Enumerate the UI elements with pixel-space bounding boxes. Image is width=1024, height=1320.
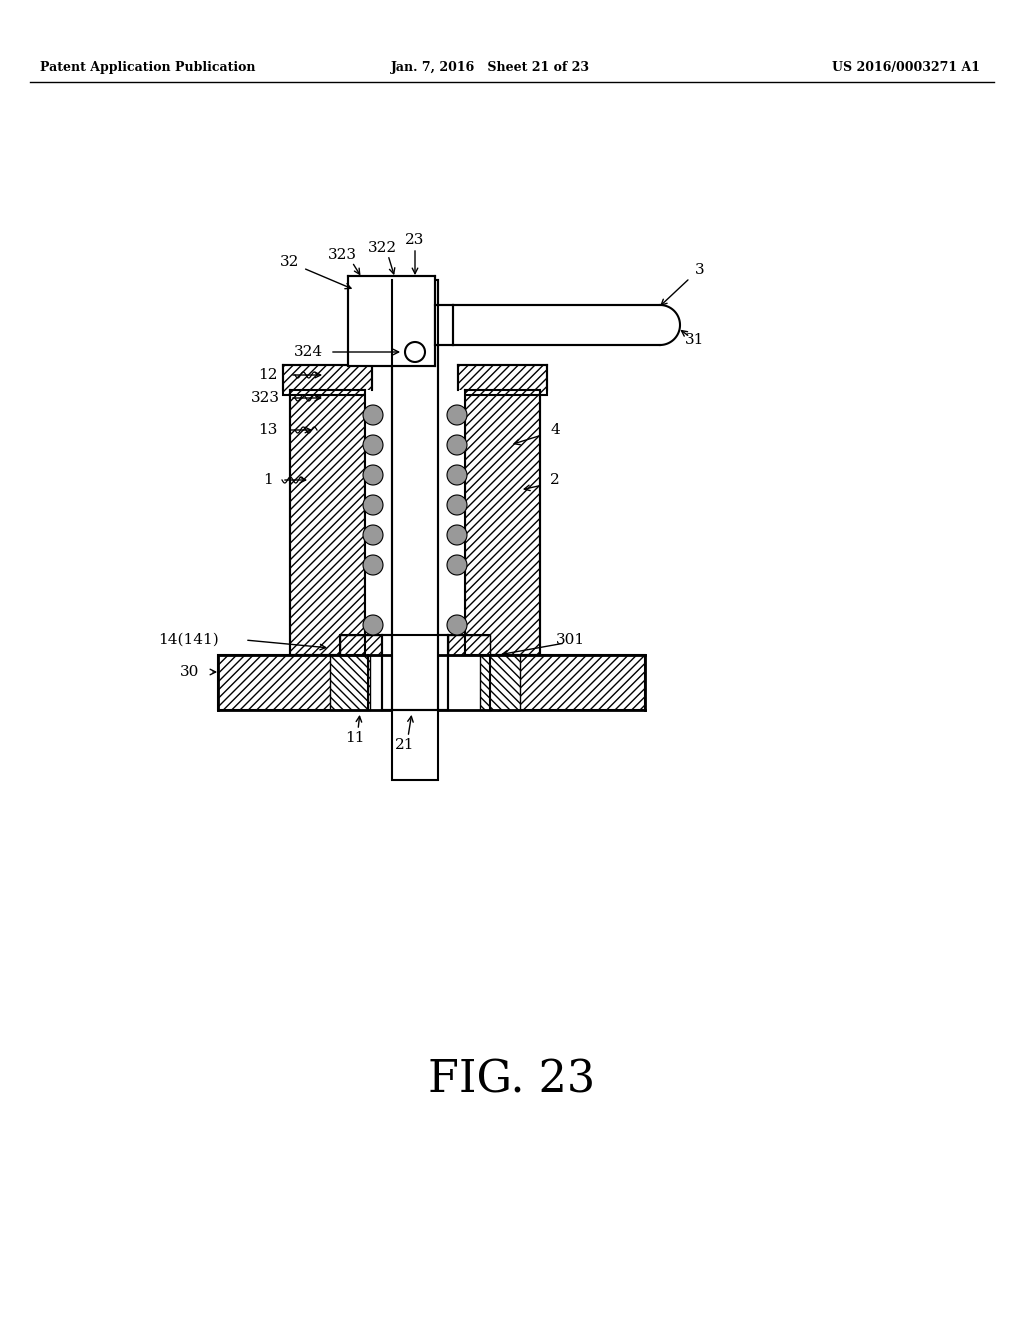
- Circle shape: [362, 615, 383, 635]
- Bar: [480, 655, 520, 710]
- Text: FIG. 23: FIG. 23: [428, 1059, 596, 1102]
- Text: 323: 323: [251, 391, 280, 405]
- Text: 2: 2: [550, 473, 560, 487]
- Circle shape: [362, 405, 383, 425]
- Text: 30: 30: [180, 665, 200, 678]
- Bar: [340, 635, 382, 655]
- Text: 322: 322: [368, 242, 396, 255]
- Text: 12: 12: [258, 368, 278, 381]
- Circle shape: [362, 495, 383, 515]
- Bar: [435, 305, 453, 345]
- Text: 3: 3: [695, 263, 705, 277]
- Bar: [330, 655, 370, 710]
- Text: 31: 31: [685, 333, 705, 347]
- Circle shape: [362, 525, 383, 545]
- Bar: [392, 280, 438, 780]
- Text: 11: 11: [345, 731, 365, 744]
- Circle shape: [406, 342, 425, 362]
- Circle shape: [447, 436, 467, 455]
- Text: 14(141): 14(141): [158, 634, 218, 647]
- Bar: [458, 366, 547, 395]
- Bar: [382, 635, 449, 710]
- Bar: [449, 635, 490, 655]
- Text: 324: 324: [294, 345, 323, 359]
- Text: 323: 323: [328, 248, 356, 261]
- Text: 301: 301: [555, 634, 585, 647]
- Circle shape: [447, 525, 467, 545]
- Bar: [449, 635, 490, 655]
- Circle shape: [447, 495, 467, 515]
- Text: US 2016/0003271 A1: US 2016/0003271 A1: [831, 62, 980, 74]
- Circle shape: [447, 465, 467, 484]
- Bar: [465, 389, 540, 655]
- Bar: [348, 276, 435, 366]
- Bar: [340, 635, 382, 655]
- Text: 32: 32: [281, 255, 300, 269]
- Circle shape: [362, 554, 383, 576]
- Text: 1: 1: [263, 473, 272, 487]
- Text: 23: 23: [406, 234, 425, 247]
- Circle shape: [447, 615, 467, 635]
- Polygon shape: [660, 305, 680, 345]
- Bar: [490, 655, 645, 710]
- Bar: [218, 655, 368, 710]
- Bar: [283, 366, 372, 395]
- Circle shape: [447, 554, 467, 576]
- Text: 4: 4: [550, 422, 560, 437]
- Circle shape: [447, 405, 467, 425]
- Bar: [453, 305, 660, 345]
- Bar: [365, 389, 465, 655]
- Circle shape: [362, 436, 383, 455]
- Bar: [290, 389, 365, 655]
- Bar: [368, 656, 490, 709]
- Text: Jan. 7, 2016   Sheet 21 of 23: Jan. 7, 2016 Sheet 21 of 23: [390, 62, 590, 74]
- Text: 13: 13: [258, 422, 278, 437]
- Text: 21: 21: [395, 738, 415, 752]
- Text: Patent Application Publication: Patent Application Publication: [40, 62, 256, 74]
- Circle shape: [362, 465, 383, 484]
